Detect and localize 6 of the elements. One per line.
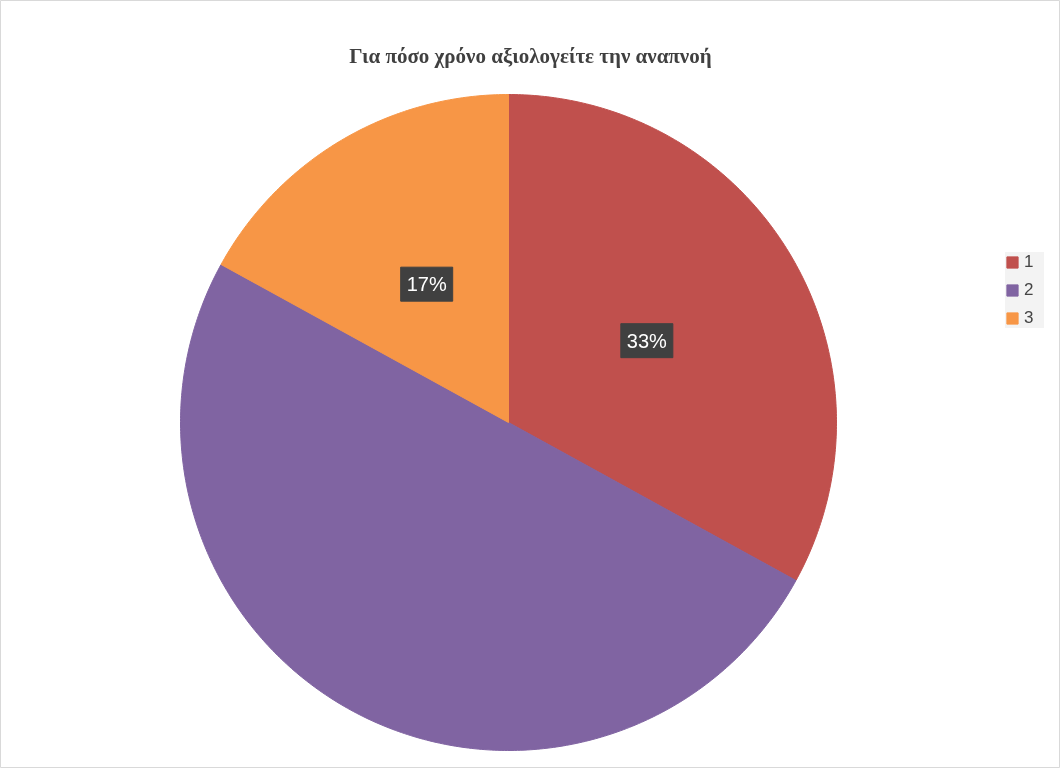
data-label: 33% [626, 329, 668, 352]
legend-label: 2 [1024, 280, 1035, 300]
legend-label: 3 [1024, 308, 1035, 328]
data-label: 17% [406, 273, 447, 296]
legend-label: 1 [1024, 252, 1035, 272]
chart-title: Για πόσο χρόνο αξιολογείτε την αναπνοή [349, 43, 712, 68]
